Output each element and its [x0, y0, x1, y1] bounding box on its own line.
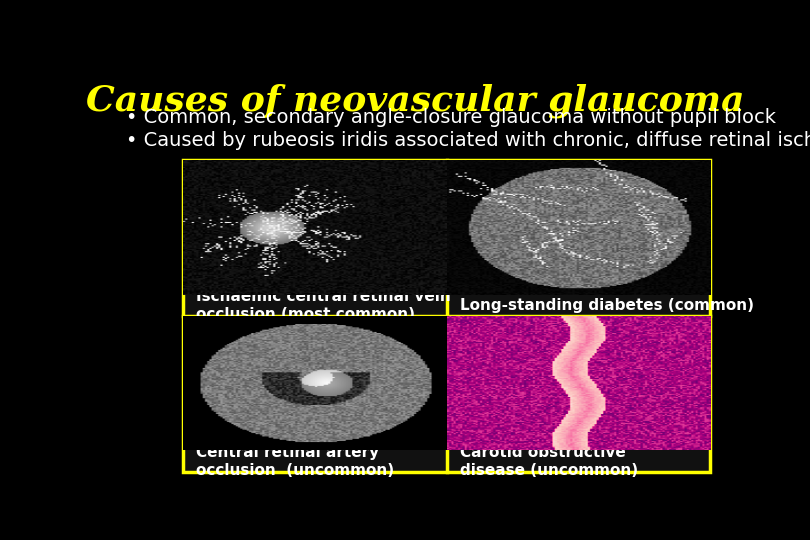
Text: • Common, secondary angle-closure glaucoma without pupil block: • Common, secondary angle-closure glauco… [126, 109, 776, 127]
Text: Long-standing diabetes (common): Long-standing diabetes (common) [460, 298, 753, 313]
Bar [183, 160, 710, 473]
Bar [446, 294, 710, 316]
Text: Causes of neovascular glaucoma: Causes of neovascular glaucoma [86, 84, 744, 118]
Bar [183, 294, 446, 316]
Text: Central retinal artery
occlusion  (uncommon): Central retinal artery occlusion (uncomm… [196, 445, 394, 477]
Text: Carotid obstructive
disease (uncommon): Carotid obstructive disease (uncommon) [460, 445, 637, 477]
Bar [446, 450, 710, 472]
Text: • Caused by rubeosis iridis associated with chronic, diffuse retinal ischaemia: • Caused by rubeosis iridis associated w… [126, 131, 810, 150]
Text: Ischaemic central retinal vein
occlusion (most common): Ischaemic central retinal vein occlusion… [196, 289, 451, 322]
Bar [183, 450, 446, 472]
